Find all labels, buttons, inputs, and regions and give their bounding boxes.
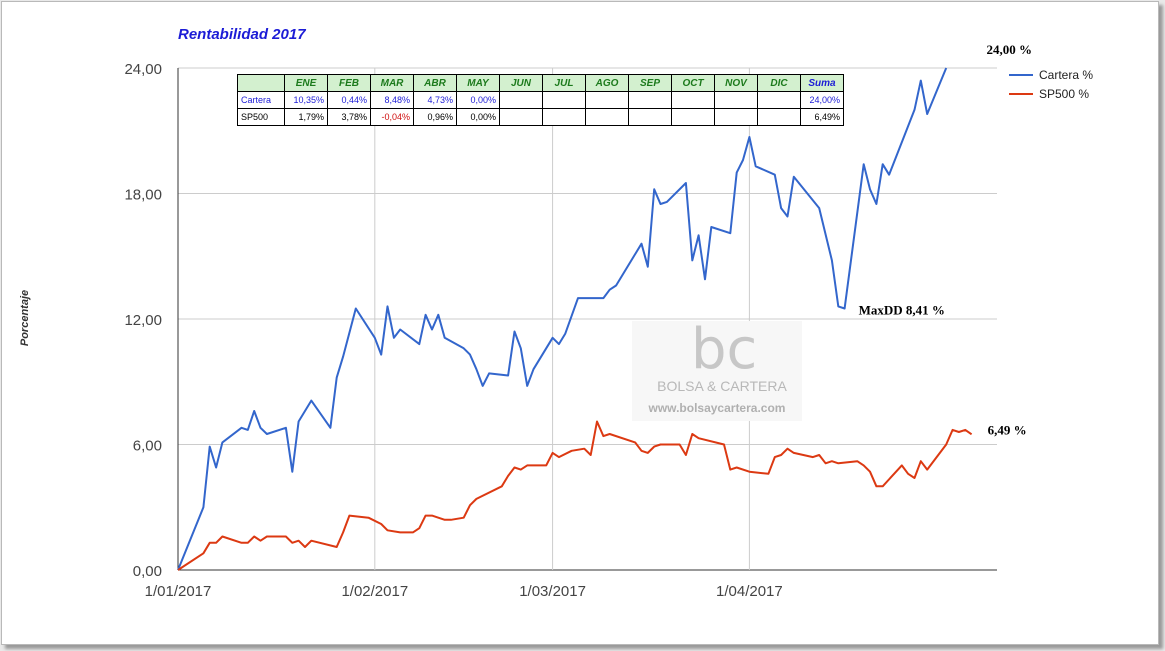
table-cell [542,91,586,109]
table-cell: 8,48% [370,91,414,109]
legend: Cartera % SP500 % [1009,68,1093,101]
watermark: bc BOLSA & CARTERA www.bolsaycartera.com [632,317,802,421]
table-cell [542,108,586,126]
table-header-cell [237,74,285,92]
chart-title: Rentabilidad 2017 [178,26,306,43]
table-header-cell: ABR [413,74,457,92]
table-header-cell: OCT [671,74,715,92]
y-axis-label: Porcentaje [19,290,31,346]
series-line-cartera [177,67,948,571]
annotation-label: 24,00 % [987,42,1033,57]
y-tick-label: 0,00 [133,563,162,580]
table-header-cell: AGO [585,74,629,92]
table-cell: 4,73% [413,91,457,109]
table-header-cell: SEP [628,74,672,92]
table-header-cell: Suma [800,74,844,92]
table-cell [585,91,629,109]
watermark-logo: bc [691,317,757,382]
chart-series [177,67,973,571]
table-header-cell: ENE [284,74,328,92]
x-tick-label: 1/04/2017 [716,583,783,600]
table-header-cell: JUL [542,74,586,92]
x-tick-label: 1/03/2017 [519,583,586,600]
table-cell: 0,44% [327,91,371,109]
y-tick-label: 6,00 [133,438,162,455]
table-cell: 1,79% [284,108,328,126]
table-cell: 0,96% [413,108,457,126]
table-cell: 0,00% [456,91,500,109]
table-cell: 6,49% [800,108,844,126]
legend-label: Cartera % [1039,68,1093,82]
table-header-cell: DIC [757,74,801,92]
series-line-sp500 [177,420,973,571]
table-cell [757,91,801,109]
table-cell: 0,00% [456,108,500,126]
table-cell: 3,78% [327,108,371,126]
table-cell: 24,00% [800,91,844,109]
table-row-name: SP500 [237,108,285,126]
table-header-cell: MAY [456,74,500,92]
annotation-label: MaxDD 8,41 % [859,303,945,318]
watermark-box [632,321,802,421]
table-header-cell: MAR [370,74,414,92]
y-axis-ticks: 0,00 6,00 12,00 18,00 24,00 [124,61,162,580]
y-tick-label: 18,00 [124,187,162,204]
table-row: SP500 1,79% 3,78% -0,04% 0,96% 0,00% 6,49% [237,108,844,126]
table-cell [585,108,629,126]
table-cell [628,91,672,109]
table-row: Cartera 10,35% 0,44% 8,48% 4,73% 0,00% 24,00% [237,91,844,109]
table-cell [671,108,715,126]
chart-grid [177,67,997,571]
annotations: 24,00 % MaxDD 8,41 % 6,49 % [859,42,1032,437]
table-row-name: Cartera [237,91,285,109]
watermark-url: www.bolsaycartera.com [648,401,786,415]
watermark-brand: BOLSA & CARTERA [657,378,787,394]
table-cell [714,91,758,109]
table-cell [671,91,715,109]
x-tick-label: 1/01/2017 [145,583,212,600]
legend-label: SP500 % [1039,87,1089,101]
table-cell [714,108,758,126]
returns-table-header: ENE FEB MAR ABR MAY JUN JUL AGO SEP OCT NOV DIC Suma [237,74,844,92]
table-cell: 10,35% [284,91,328,109]
table-cell [499,108,543,126]
table-cell [499,91,543,109]
table-cell [628,108,672,126]
x-axis-ticks: 1/01/2017 1/02/2017 1/03/2017 1/04/2017 [145,583,783,600]
returns-table: ENE FEB MAR ABR MAY JUN JUL AGO SEP OCT NOV DIC Suma… [237,74,844,126]
table-header-cell: FEB [327,74,371,92]
table-header-cell: NOV [714,74,758,92]
table-cell [757,108,801,126]
x-tick-label: 1/02/2017 [341,583,408,600]
y-tick-label: 24,00 [124,61,162,78]
table-cell: -0,04% [370,108,414,126]
y-tick-label: 12,00 [124,312,162,329]
table-header-cell: JUN [499,74,543,92]
annotation-label: 6,49 % [988,422,1027,437]
